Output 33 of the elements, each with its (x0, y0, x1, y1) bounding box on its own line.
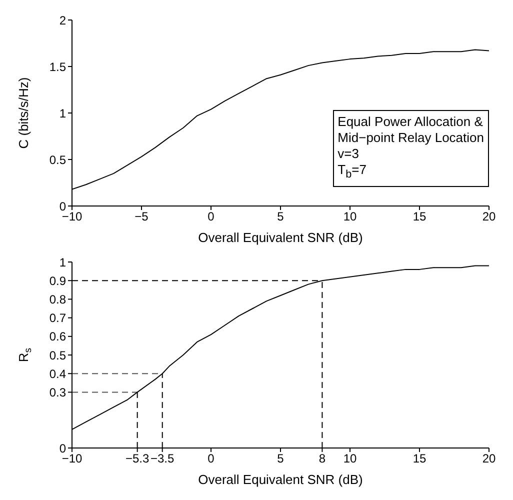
x-tick-label: 0 (208, 210, 215, 224)
x-tick-label: 5 (277, 210, 284, 224)
y-tick-label: 0.3 (49, 385, 66, 400)
x-axis-title: Overall Equivalent SNR (dB) (198, 230, 363, 245)
x-tick-label: 15 (412, 452, 426, 466)
y-tick-label: 0.7 (49, 311, 66, 326)
x-tick-label: 20 (482, 452, 496, 466)
x-axis-title: Overall Equivalent SNR (dB) (198, 472, 363, 487)
x-tick-label: −5 (134, 210, 149, 224)
y-tick-label: 0.6 (49, 330, 66, 344)
y-tick-label: 0.5 (49, 152, 66, 167)
annotation: v=3 (338, 146, 360, 162)
x-tick-label: 15 (412, 210, 426, 224)
annotation: Mid−point Relay Location (338, 130, 484, 146)
x-tick-label: 10 (343, 210, 357, 224)
x-tick-label: −5.3 (125, 452, 150, 466)
y-axis-title: C (bits/s/Hz) (16, 77, 31, 149)
x-tick-label: −3.5 (150, 452, 175, 466)
y-tick-label: 1.5 (49, 60, 66, 74)
y-tick-label: 0.8 (49, 292, 66, 306)
y-tick-label: 0.4 (49, 366, 66, 381)
x-tick-label: 10 (343, 452, 357, 466)
annotation: Equal Power Allocation & (338, 114, 484, 130)
x-tick-label: 5 (277, 452, 284, 466)
y-tick-label: 0.5 (49, 348, 66, 362)
y-tick-label: 0.9 (49, 274, 66, 288)
y-tick-label: 1 (59, 106, 66, 120)
x-tick-label: 8 (318, 452, 326, 466)
y-tick-label: 1 (59, 255, 66, 270)
annotation: T$_{b}$=7 (338, 162, 368, 183)
x-tick-label: 0 (208, 452, 215, 466)
x-tick-label: 20 (482, 210, 496, 224)
y-tick-label: 2 (59, 13, 66, 28)
